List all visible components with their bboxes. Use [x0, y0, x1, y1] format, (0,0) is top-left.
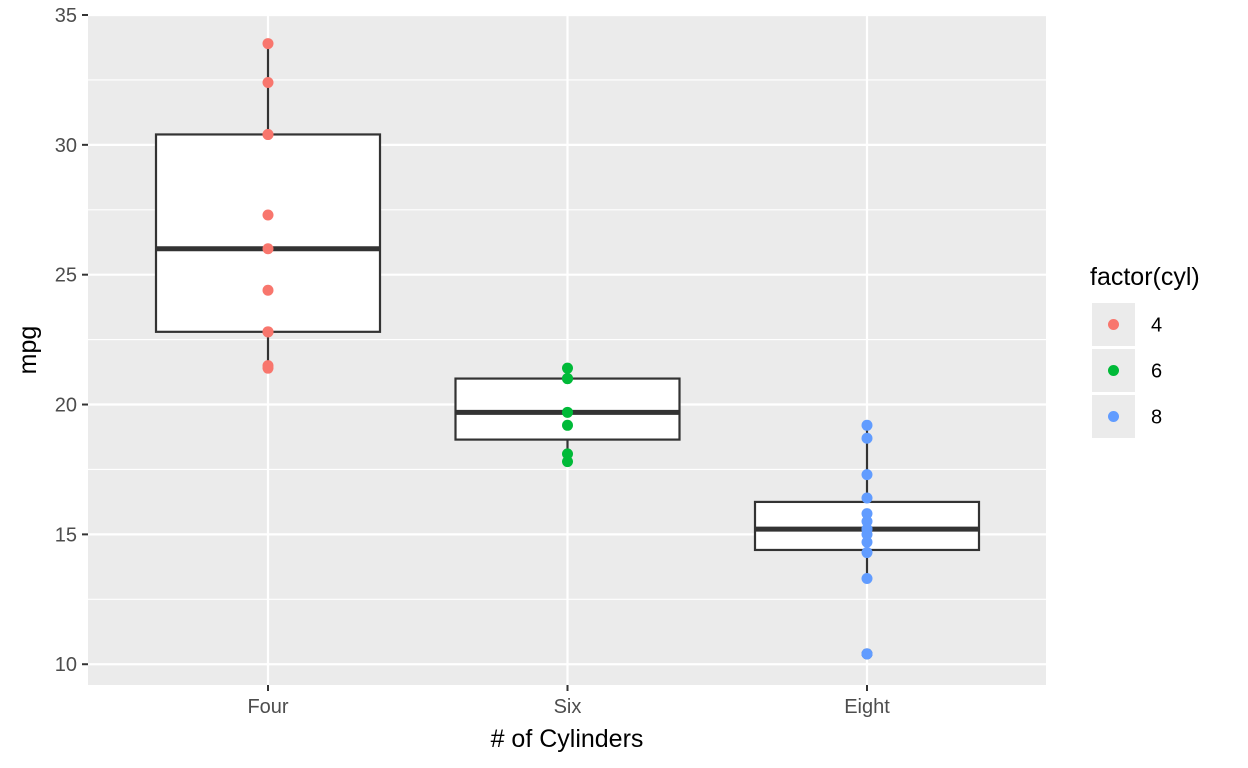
data-point [262, 326, 274, 338]
data-point [262, 128, 274, 140]
x-axis: Four Six Eight [247, 685, 890, 718]
data-point [262, 243, 274, 255]
data-point [861, 515, 873, 527]
x-tick-label: Six [554, 696, 582, 718]
y-axis-title: mpg [14, 326, 42, 375]
y-tick-label: 10 [55, 654, 77, 676]
y-tick-label: 20 [55, 395, 77, 417]
points-layer [262, 38, 873, 660]
legend-key-point [1108, 365, 1119, 376]
data-point [861, 547, 873, 559]
y-tick-label: 15 [55, 524, 77, 546]
legend-label: 8 [1151, 407, 1162, 429]
x-tick-label: Four [247, 696, 288, 718]
data-point [262, 38, 274, 50]
data-point [562, 448, 573, 460]
data-point [562, 406, 573, 418]
legend-label: 4 [1151, 315, 1162, 337]
box-body [154, 133, 382, 333]
legend-label: 6 [1151, 361, 1162, 383]
legend-title: factor(cyl) [1090, 263, 1200, 291]
data-point [861, 508, 873, 520]
data-point [262, 77, 274, 89]
x-tick-label: Eight [844, 696, 890, 718]
data-point [562, 419, 573, 431]
data-point [262, 284, 274, 296]
data-point [562, 373, 573, 385]
legend-key-point [1108, 411, 1119, 422]
data-point [861, 536, 873, 548]
data-point [861, 469, 873, 481]
y-tick-label: 25 [55, 265, 77, 287]
data-point [262, 362, 274, 374]
data-point [861, 528, 873, 540]
data-point [861, 573, 873, 585]
y-tick-label: 35 [55, 5, 77, 27]
legend-key-point [1108, 319, 1119, 330]
y-tick-label: 30 [55, 135, 77, 157]
data-point [562, 362, 573, 374]
data-point [861, 432, 873, 444]
data-point [861, 419, 873, 431]
data-point [262, 209, 274, 221]
data-point [861, 492, 873, 504]
data-point [861, 648, 873, 660]
y-axis: 10 15 20 25 30 35 [55, 5, 88, 676]
data-point [562, 456, 573, 468]
legend: factor(cyl) 4 6 8 [1090, 263, 1200, 438]
x-axis-title: # of Cylinders [491, 725, 644, 753]
